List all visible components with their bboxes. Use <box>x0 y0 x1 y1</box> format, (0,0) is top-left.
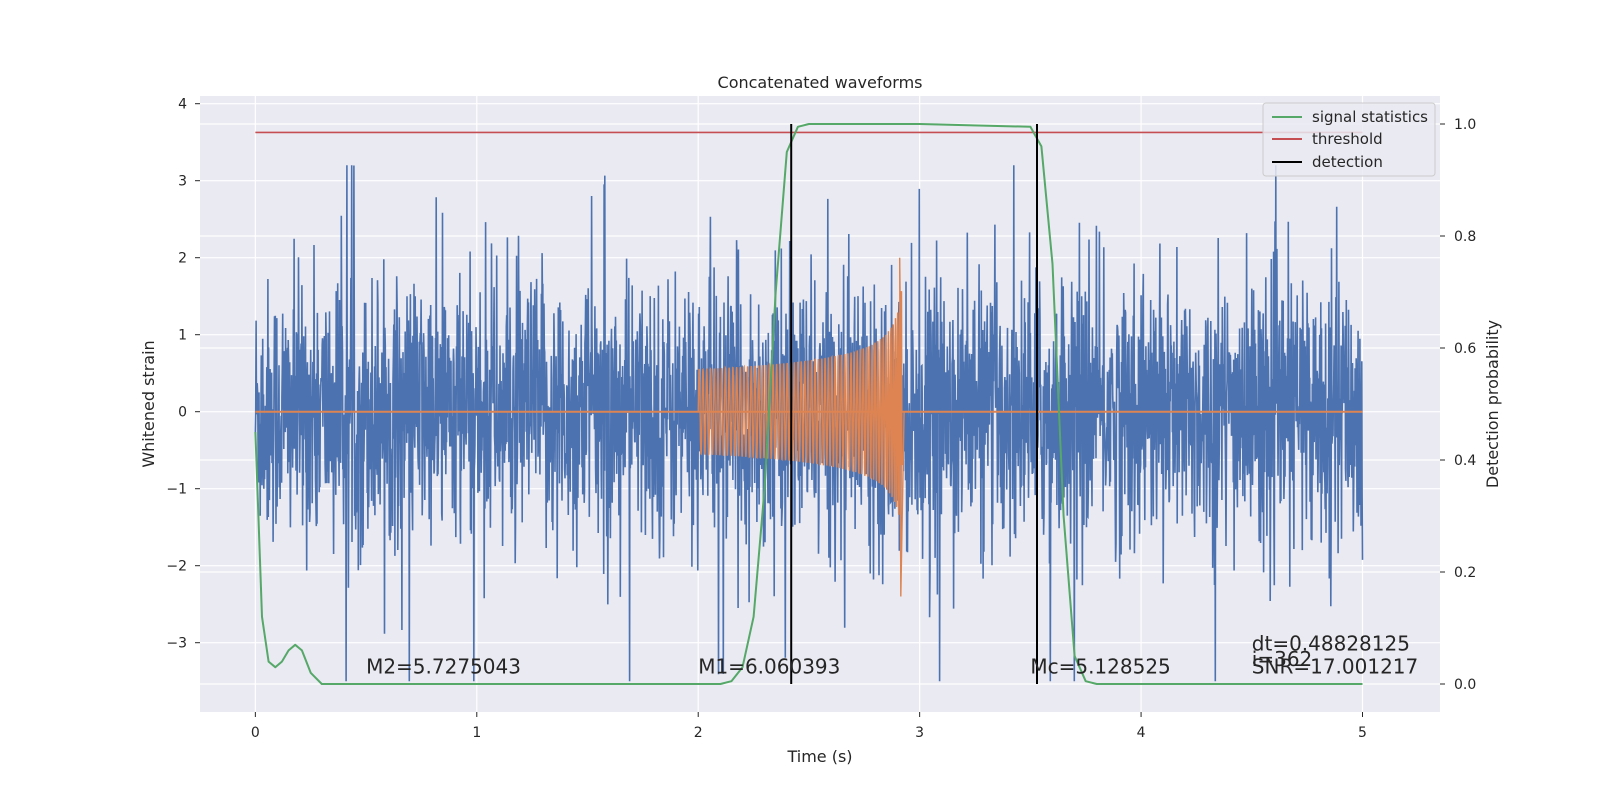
annotation-text: dt=0.48828125 <box>1252 631 1410 655</box>
y-right-tick-label: 0.6 <box>1454 341 1476 357</box>
x-tick-label: 3 <box>915 725 924 741</box>
y-tick-label: −3 <box>166 636 187 652</box>
annotations: M2=5.7275043 M1=6.060393 Mc=5.128525 dt=0.4… <box>366 631 1418 678</box>
y-tick-label: 1 <box>178 328 187 344</box>
y-tick-label: −2 <box>166 559 187 575</box>
annotation-text: i=362 <box>1252 647 1313 671</box>
y-right-tick-label: 0.8 <box>1454 229 1476 245</box>
x-tick-label: 1 <box>472 725 481 741</box>
legend-label-threshold: threshold <box>1312 130 1383 148</box>
series-layer <box>254 123 1364 685</box>
annotation-text: Mc=5.128525 <box>1030 655 1170 679</box>
chart-title: Concatenated waveforms <box>718 73 923 92</box>
y-right-tick-label: 1.0 <box>1454 117 1476 133</box>
signal-statistics-line <box>254 123 1363 685</box>
y-right-tick-label: 0.0 <box>1454 677 1476 693</box>
annotation-text: M2=5.7275043 <box>366 655 521 679</box>
y-axis-label: Whitened strain <box>139 340 158 467</box>
y-tick-label: −1 <box>166 482 187 498</box>
y-tick-label: 0 <box>178 405 187 421</box>
y-tick-label: 2 <box>178 251 187 267</box>
annotation-text: SNR=17.001217 <box>1252 655 1418 679</box>
x-tick-label: 5 <box>1358 725 1367 741</box>
legend-label-signal-statistics: signal statistics <box>1312 108 1428 126</box>
annotation-text: M1=6.060393 <box>698 655 840 679</box>
y-right-tick-label: 0.4 <box>1454 453 1476 469</box>
chirp-series-line <box>697 257 905 597</box>
y-tick-label: 3 <box>178 174 187 190</box>
y-right-axis-label: Detection probability <box>1483 320 1502 488</box>
x-axis-label: Time (s) <box>786 747 852 766</box>
legend-box <box>1262 102 1436 177</box>
y-tick-label: 4 <box>178 97 187 113</box>
legend-label-detection: detection <box>1312 153 1383 171</box>
x-tick-label: 2 <box>694 725 703 741</box>
x-tick-label: 0 <box>251 725 260 741</box>
axes: 0 1 2 3 4 5 −3 −2 −1 0 1 2 3 4 0.0 0.2 0.4 0.6 0.8 1.0 <box>166 97 1476 741</box>
x-tick-label: 4 <box>1137 725 1146 741</box>
noise-series-line <box>254 165 1364 682</box>
legend: signal statistics threshold detection <box>1262 102 1436 177</box>
y-right-tick-label: 0.2 <box>1454 565 1476 581</box>
